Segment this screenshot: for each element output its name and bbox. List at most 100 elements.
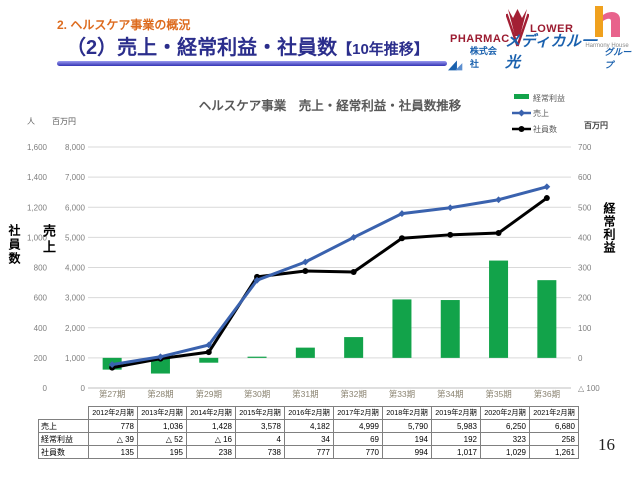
y-ticks-sales: 8,000 7,000 6,000 5,000 4,000 3,000 2,000 1,000…: [65, 143, 86, 393]
table-cell: 777: [284, 445, 334, 459]
table-cell: 1,029: [480, 445, 530, 459]
table-cell: 34: [284, 432, 334, 446]
table-cell: △ 39: [88, 432, 138, 446]
table-cell: 4,999: [333, 419, 383, 433]
table-cell: 5,790: [382, 419, 432, 433]
medical-ikko-mark-icon: [448, 60, 463, 71]
page-title: （2）売上・経常利益・社員数【10年推移】: [66, 31, 429, 60]
table-cell: 6,680: [529, 419, 579, 433]
legend-label-sales: 売上: [533, 108, 549, 118]
chart-svg: ヘルスケア事業 売上・経常利益・社員数推移 人 百万円 百万円 1,600 1,4…: [27, 93, 608, 399]
harmony-house-logo: Harmony House: [584, 6, 630, 52]
table-header-row: 2012年2月期 2013年2月期 2014年2月期 2015年2月期 2016年2月期…: [39, 406, 579, 420]
y-tick-label: 500: [578, 203, 592, 212]
y-tick-label: 0: [43, 384, 48, 393]
series-marker: [205, 341, 213, 349]
y-tick-label: 1,000: [65, 354, 86, 363]
x-tick-label: 第28期: [147, 389, 173, 399]
legend-marker-employees: [518, 126, 525, 132]
series-marker: [205, 349, 212, 356]
axis-title-employees: 社員数: [7, 224, 21, 266]
series-marker: [350, 269, 357, 276]
series-marker: [253, 276, 261, 284]
table-cell: 323: [480, 432, 530, 446]
x-tick-labels: 第27期 第28期 第29期 第30期 第31期 第32期 第33期 第34期 第35期 第36期: [99, 389, 560, 399]
table-row-label: 経常利益: [38, 432, 89, 446]
y-tick-label: 600: [578, 173, 592, 182]
bar-profit: [489, 260, 509, 358]
axis-unit-employees: 人: [27, 117, 35, 126]
medical-logo-prefix: 株式会社: [469, 46, 497, 69]
axis-unit-sales: 百万円: [52, 117, 76, 126]
table-cell: 238: [186, 445, 236, 459]
y-tick-label: 400: [578, 233, 592, 242]
x-tick-label: 第29期: [196, 389, 222, 399]
pharmacy-flower-logo: PHARMAC LOWER: [450, 6, 573, 50]
table-row-label: 社員数: [38, 445, 89, 459]
section-label: 2. ヘルスケア事業の概況: [57, 18, 191, 32]
table-cell: 4: [235, 432, 285, 446]
series-marker: [301, 258, 309, 266]
chart-legend: 経常利益 売上 社員数: [512, 93, 565, 134]
y-tick-label: 1,200: [27, 203, 48, 212]
legend-swatch-profit: [514, 94, 529, 99]
y-tick-label: 0: [81, 384, 86, 393]
series-marker: [157, 353, 164, 361]
bar-profit: [537, 280, 557, 358]
legend-marker-sales: [518, 109, 525, 117]
table-cell: 194: [382, 432, 432, 446]
bar-profit: [344, 337, 364, 358]
x-tick-label: 第27期: [99, 389, 125, 399]
series-marker: [543, 195, 550, 202]
table-cell: 5,983: [431, 419, 481, 433]
y-tick-label: 800: [34, 264, 48, 273]
table-cell: 4,182: [284, 419, 334, 433]
table-cell: 1,428: [186, 419, 236, 433]
series-marker: [108, 361, 116, 368]
table-row: 社員数 135 195 238 738 777 770 994 1,017 1,029 1,261: [38, 445, 579, 459]
page-number: 16: [598, 435, 615, 454]
y-tick-label: 200: [34, 354, 48, 363]
x-tick-label: 第32期: [340, 389, 366, 399]
table-corner-cell: [39, 407, 89, 420]
axis-title-profit: 経常利益: [602, 202, 616, 254]
series-marker: [350, 234, 358, 241]
table-cell: 135: [88, 445, 138, 459]
page-title-main: （2）売上・経常利益・社員数: [66, 37, 338, 59]
series-marker: [398, 235, 405, 242]
table-header-cell: 2019年2月期: [431, 406, 481, 420]
table-cell: 258: [529, 432, 579, 446]
table-header-cell: 2014年2月期: [186, 406, 236, 420]
pharmacy-logo-text-left: PHARMAC: [450, 33, 510, 45]
y-tick-label: 1,600: [27, 143, 48, 152]
bar-profit: [392, 299, 412, 358]
x-tick-label: 第35期: [485, 389, 511, 399]
series-marker: [302, 267, 309, 274]
x-tick-label: 第31期: [292, 389, 318, 399]
y-tick-label: 2,000: [65, 324, 86, 333]
medical-logo-suffix: グループ: [604, 47, 632, 70]
table-cell: 192: [431, 432, 481, 446]
series-marker: [495, 196, 502, 204]
y-tick-label: 1,400: [27, 173, 48, 182]
line-employees: [109, 195, 550, 371]
series-marker: [447, 231, 454, 238]
y-tick-label: 8,000: [65, 143, 86, 152]
legend-label-employees: 社員数: [533, 124, 557, 134]
table-cell: △ 16: [186, 432, 236, 446]
series-line: [111, 185, 548, 367]
table-cell: 6,250: [480, 419, 530, 433]
table-cell: 778: [88, 419, 138, 433]
table-cell: 69: [333, 432, 383, 446]
y-tick-label: 200: [578, 294, 592, 303]
y-tick-label: 400: [34, 324, 48, 333]
table-cell: 3,578: [235, 419, 285, 433]
table-body: 2012年2月期 2013年2月期 2014年2月期 2015年2月期 2016年2月期…: [38, 406, 579, 459]
series-line: [111, 196, 548, 370]
harmony-house-caption: Harmony House: [585, 43, 629, 49]
table-cell: 1,036: [137, 419, 187, 433]
pharmacy-logo-text-right: LOWER: [530, 23, 574, 35]
y-tick-label: 1,000: [27, 233, 48, 242]
table-row: 経常利益 △ 39 △ 52 △ 16 4 34 69 194 192 323 258: [38, 432, 579, 446]
y-tick-label: 600: [34, 294, 48, 303]
